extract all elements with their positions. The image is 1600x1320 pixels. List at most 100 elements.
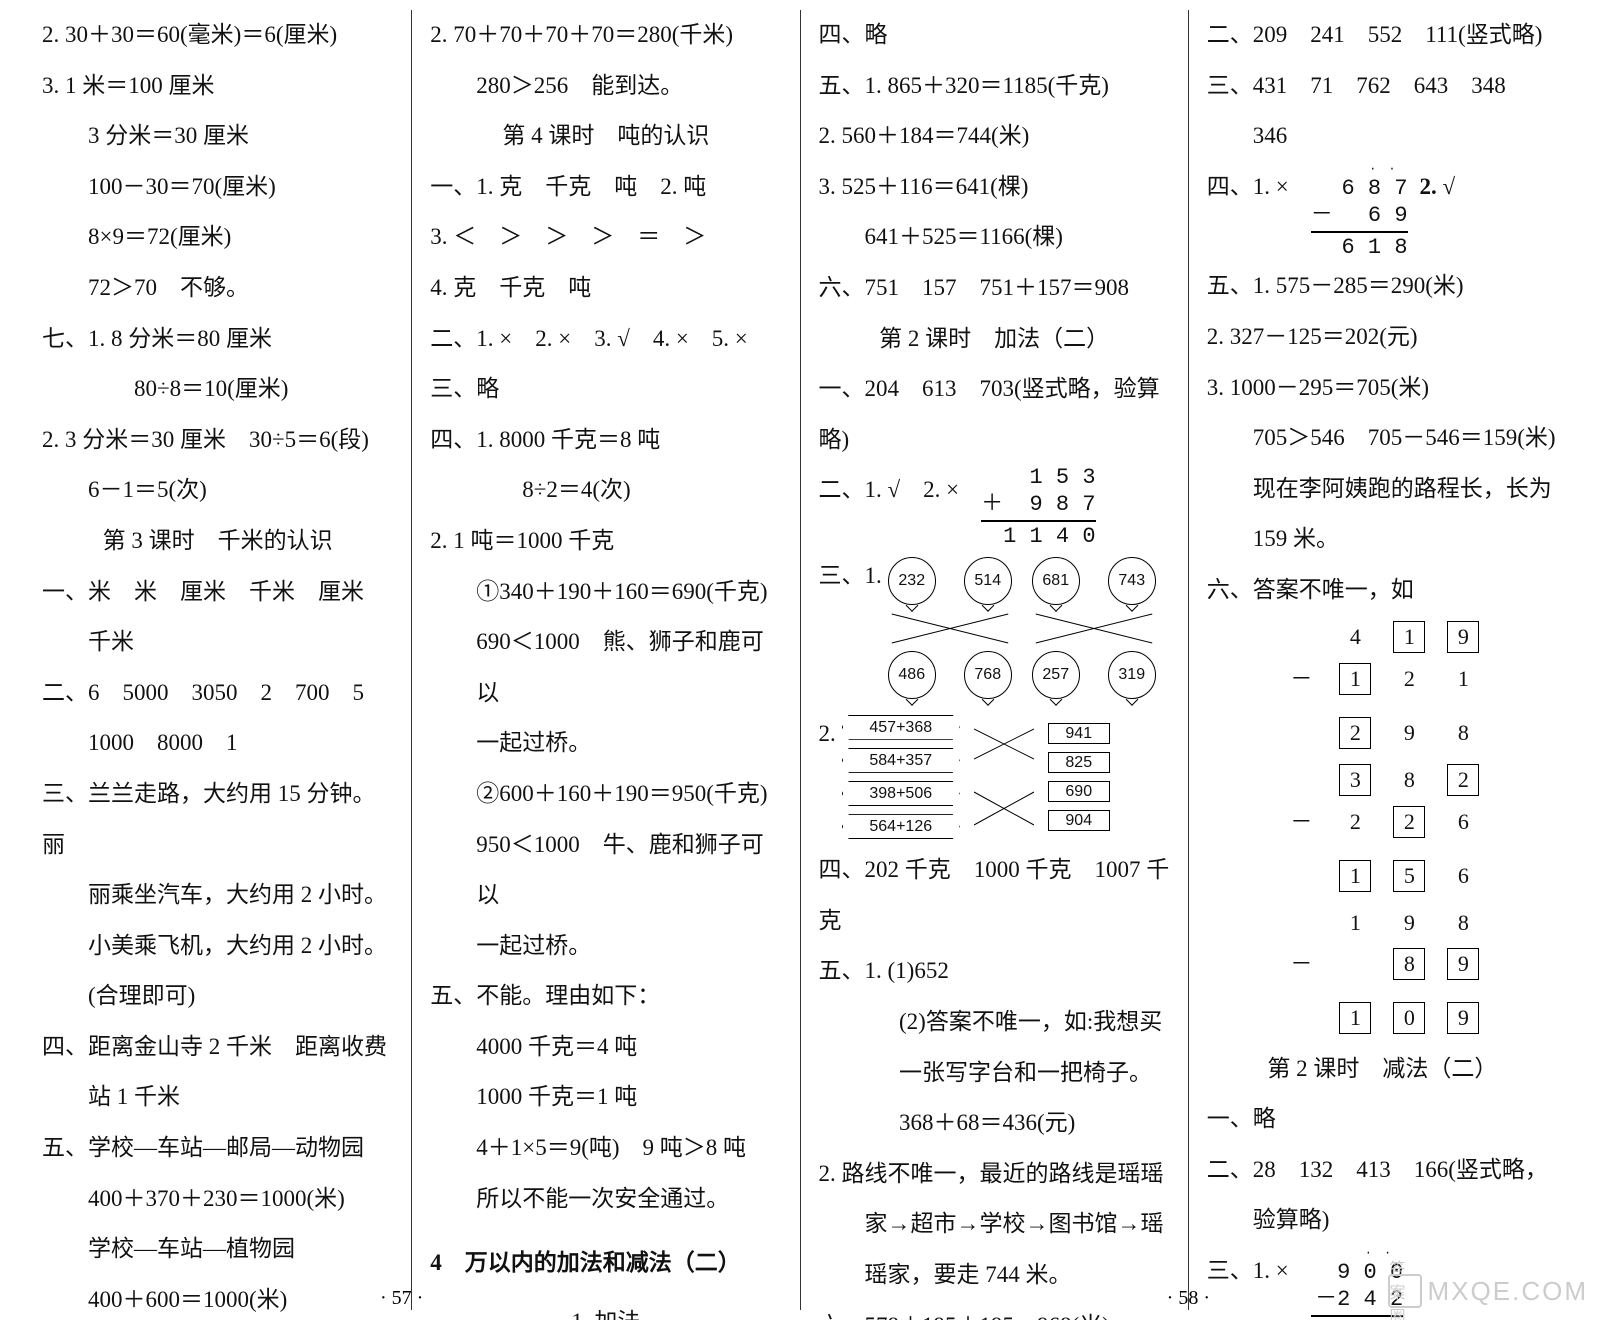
q-prefix: 三、1. ×: [1207, 1246, 1289, 1297]
text-line: 一、204 613 703(竖式略，验算略): [819, 364, 1170, 465]
text-line: 三、431 71 762 643 348: [1207, 61, 1558, 112]
q-prefix: 二、1. √ 2. ×: [819, 465, 960, 516]
text-line: 四、1. × · · 6 8 7 － 6 9 6 1 8 2. √: [1207, 162, 1558, 262]
subsection-title: 1. 加法: [430, 1297, 781, 1320]
text-line: 四、202 千克 1000 千克 1007 千克: [819, 845, 1170, 946]
balloon: 486: [888, 651, 936, 699]
digit-grid-1: 419－121298: [1283, 621, 1481, 749]
result-box: 825: [1048, 752, 1110, 773]
text-line: 四、1. 8000 千克＝8 吨: [430, 415, 781, 466]
cross-icon: [890, 613, 1010, 643]
balloon: 319: [1108, 651, 1156, 699]
text-line: 一、略: [1207, 1094, 1558, 1145]
text-line: 丽乘坐汽车，大约用 2 小时。: [42, 870, 393, 921]
text-line: 五、1. 575－285＝290(米): [1207, 261, 1558, 312]
digit-grid-2: 382－226156: [1283, 764, 1481, 892]
digit-cell: 8: [1448, 718, 1478, 748]
text-line: 站 1 千米: [42, 1072, 393, 1123]
text-line: 四、距离金山寺 2 千米 距离收费: [42, 1022, 393, 1073]
text-line: 690＜1000 熊、狮子和鹿可以: [430, 617, 781, 718]
digit-cell: [1340, 949, 1370, 979]
text-line: 8×9＝72(厘米): [42, 212, 393, 263]
digit-cell: 1: [1340, 908, 1370, 938]
text-line: 六、751 157 751＋157＝908: [819, 263, 1170, 314]
calc-row: － 6 9: [1311, 203, 1408, 229]
text-line: 4＋1×5＝9(吨) 9 吨＞8 吨: [430, 1123, 781, 1174]
text-line: 五、学校—车站—邮局—动物园: [42, 1123, 393, 1174]
lesson-title: 第 3 课时 千米的认识: [42, 516, 393, 567]
match-diagram: 457+368 584+357 398+506 564+126: [842, 715, 1110, 840]
digit-cell: 2: [1339, 717, 1371, 749]
digit-cell: 8: [1448, 908, 1478, 938]
text-line: 280＞256 能到达。: [430, 61, 781, 112]
text-line: 72＞70 不够。: [42, 263, 393, 314]
digit-cell: 1: [1448, 664, 1478, 694]
digit-cell: [1286, 765, 1316, 795]
text-line: 2. 1 吨＝1000 千克: [430, 516, 781, 567]
text-line: 1000 千克＝1 吨: [430, 1072, 781, 1123]
text-line: 346: [1207, 111, 1558, 162]
text-line: 二、1. √ 2. × 1 5 3 ＋ 9 8 7 1 1 4 0: [819, 465, 1170, 550]
calc-row: 1 5 3: [981, 465, 1095, 491]
q-label: 2.: [819, 709, 836, 760]
ribbon: 457+368: [842, 715, 960, 740]
page-number-left: · 57 ·: [380, 1287, 423, 1310]
columns: 2. 30＋30＝60(毫米)＝6(厘米) 3. 1 米＝100 厘米 3 分米…: [0, 0, 1600, 1320]
digit-cell: [1286, 908, 1316, 938]
ribbon: 398+506: [842, 781, 960, 806]
text-line: 一、米 米 厘米 千米 厘米: [42, 567, 393, 618]
calc-rule: [1311, 231, 1408, 233]
cross-icon: [1034, 613, 1154, 643]
text-line: 2. 路线不唯一，最近的路线是瑶瑶: [819, 1149, 1170, 1200]
digit-cell: 3: [1339, 764, 1371, 796]
digit-cell: [1286, 622, 1316, 652]
calc-row: 1 1 4 0: [981, 524, 1095, 550]
text-line: 3. ＜ ＞ ＞ ＞ ＝ ＞: [430, 212, 781, 263]
balloon: 681: [1032, 557, 1080, 605]
digit-cell: 8: [1393, 948, 1425, 980]
balloon: 257: [1032, 651, 1080, 699]
balloon-pair: 232 514 486 768: [888, 557, 1012, 699]
text-line: 小美乘飞机，大约用 2 小时。: [42, 921, 393, 972]
lesson-title: 第 2 课时 减法（二）: [1207, 1044, 1558, 1095]
calc-rule: [981, 520, 1095, 522]
text-line: ①340＋190＋160＝690(千克): [430, 567, 781, 618]
column-2: 2. 70＋70＋70＋70＝280(千米) 280＞256 能到达。 第 4 …: [412, 10, 799, 1310]
result-box: 904: [1048, 810, 1110, 831]
digit-cell: 2: [1340, 807, 1370, 837]
text-line: 二、209 241 552 111(竖式略): [1207, 10, 1558, 61]
text-line: 验算略): [1207, 1195, 1558, 1246]
text-line: 一起过桥。: [430, 921, 781, 972]
text-line: 二、28 132 413 166(竖式略，: [1207, 1145, 1558, 1196]
text-line: 一、1. 克 千克 吨 2. 吨: [430, 162, 781, 213]
text-line: ②600＋160＋190＝950(千克): [430, 769, 781, 820]
lesson-title: 第 2 课时 加法（二）: [819, 314, 1170, 365]
digit-cell: 1: [1339, 1002, 1371, 1034]
text-line: 二、6 5000 3050 2 700 5: [42, 668, 393, 719]
text-line: 705＞546 705－546＝159(米): [1207, 413, 1558, 464]
digit-cell: 6: [1448, 807, 1478, 837]
text-line: 2. 327－125＝202(元): [1207, 312, 1558, 363]
page-number-right: · 58 ·: [1167, 1287, 1210, 1310]
digit-grid-3: 198－89109: [1283, 908, 1481, 1034]
text-line: 368＋68＝436(元): [819, 1098, 1170, 1149]
text-line: 2. 560＋184＝744(米): [819, 111, 1170, 162]
digit-cell: 1: [1339, 860, 1371, 892]
text-line: 400＋600＝1000(米): [42, 1275, 393, 1320]
text-line: 4000 千克＝4 吨: [430, 1022, 781, 1073]
balloon: 232: [888, 557, 936, 605]
text-line: 3. 525＋116＝641(棵): [819, 162, 1170, 213]
text-line: 2. 3 分米＝30 厘米 30÷5＝6(段): [42, 415, 393, 466]
text-line: 所以不能一次安全通过。: [430, 1174, 781, 1225]
result-box: 690: [1048, 781, 1110, 802]
digit-cell: 9: [1394, 908, 1424, 938]
digit-cell: [1286, 1003, 1316, 1033]
watermark-site: MXQE.COM: [1428, 1276, 1588, 1307]
text-line: 4. 克 千克 吨: [430, 263, 781, 314]
watermark: 答案圈 MXQE.COM: [1388, 1274, 1588, 1308]
text-line: 千米: [42, 617, 393, 668]
column-1: 2. 30＋30＝60(毫米)＝6(厘米) 3. 1 米＝100 厘米 3 分米…: [24, 10, 411, 1310]
text-line: 一张写字台和一把椅子。: [819, 1048, 1170, 1099]
digit-cell: 2: [1447, 764, 1479, 796]
column-4: 二、209 241 552 111(竖式略) 三、431 71 762 643 …: [1189, 10, 1576, 1310]
